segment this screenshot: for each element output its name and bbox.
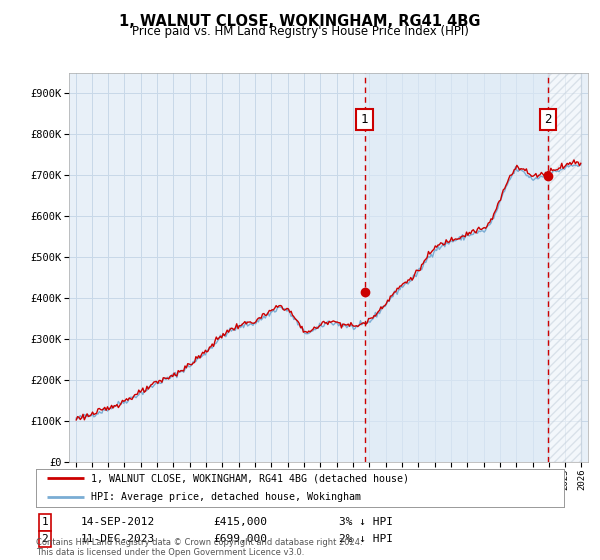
Bar <box>548 73 581 462</box>
Text: 3% ↓ HPI: 3% ↓ HPI <box>339 517 393 528</box>
Text: 2% ↓ HPI: 2% ↓ HPI <box>339 534 393 544</box>
Text: 1: 1 <box>361 113 368 126</box>
Text: 1: 1 <box>41 517 49 528</box>
Text: 14-SEP-2012: 14-SEP-2012 <box>81 517 155 528</box>
Text: Price paid vs. HM Land Registry's House Price Index (HPI): Price paid vs. HM Land Registry's House … <box>131 25 469 38</box>
Text: Contains HM Land Registry data © Crown copyright and database right 2024.
This d: Contains HM Land Registry data © Crown c… <box>36 538 362 557</box>
Text: 2: 2 <box>41 534 49 544</box>
Bar <box>365 73 548 462</box>
Text: 11-DEC-2023: 11-DEC-2023 <box>81 534 155 544</box>
Text: 1, WALNUT CLOSE, WOKINGHAM, RG41 4BG (detached house): 1, WALNUT CLOSE, WOKINGHAM, RG41 4BG (de… <box>91 473 409 483</box>
Text: 1, WALNUT CLOSE, WOKINGHAM, RG41 4BG: 1, WALNUT CLOSE, WOKINGHAM, RG41 4BG <box>119 14 481 29</box>
Text: HPI: Average price, detached house, Wokingham: HPI: Average price, detached house, Woki… <box>91 492 361 502</box>
Text: £415,000: £415,000 <box>213 517 267 528</box>
Text: 2: 2 <box>544 113 552 126</box>
Text: £699,000: £699,000 <box>213 534 267 544</box>
